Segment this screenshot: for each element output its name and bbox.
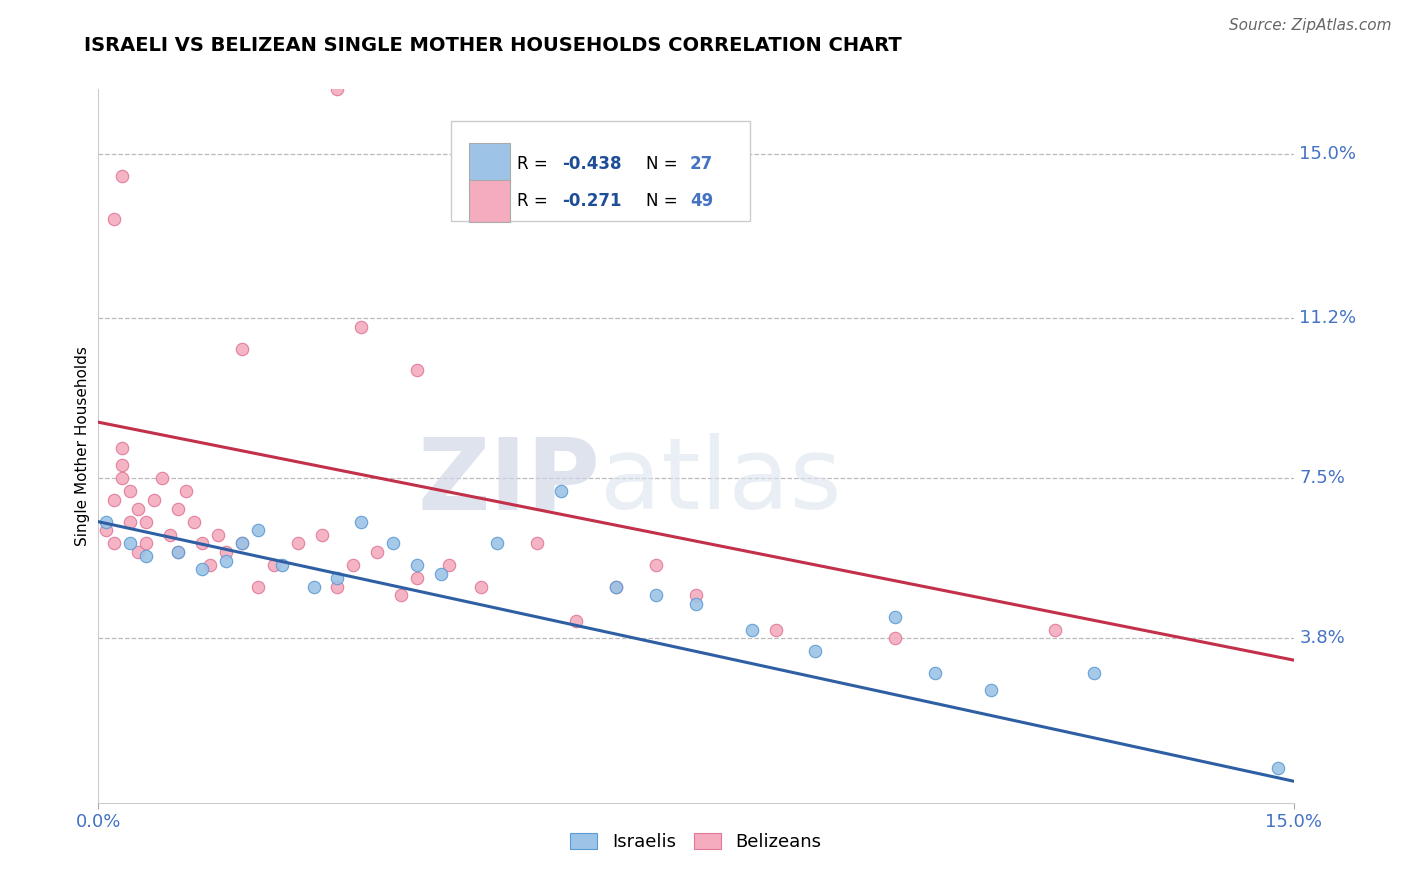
Point [159, 527, 181, 541]
Point [246, 524, 269, 538]
Point [215, 545, 238, 559]
Text: 27: 27 [690, 155, 713, 173]
Point [120, 484, 142, 499]
Point [311, 527, 333, 541]
Point [111, 458, 134, 473]
Point [231, 536, 253, 550]
Point [103, 536, 125, 550]
Text: -0.438: -0.438 [562, 155, 621, 173]
Point [120, 515, 142, 529]
Point [231, 342, 253, 356]
Point [167, 545, 190, 559]
Point [103, 211, 125, 226]
Point [342, 558, 364, 572]
Point [884, 610, 907, 624]
Point [103, 493, 125, 508]
Point [207, 527, 229, 541]
Point [270, 558, 292, 572]
Point [1267, 761, 1289, 775]
Point [263, 558, 285, 572]
FancyBboxPatch shape [470, 143, 509, 185]
Point [884, 632, 907, 646]
Point [191, 562, 214, 576]
Point [685, 597, 707, 611]
Point [135, 536, 157, 550]
Legend: Israelis, Belizeans: Israelis, Belizeans [564, 825, 828, 858]
Text: R =: R = [517, 192, 553, 210]
Point [550, 484, 572, 499]
Point [485, 536, 508, 550]
Point [382, 536, 405, 550]
Point [302, 580, 325, 594]
Text: atlas: atlas [600, 434, 842, 530]
Point [804, 644, 827, 658]
Point [135, 515, 157, 529]
Point [366, 545, 388, 559]
Point [526, 536, 548, 550]
Point [980, 683, 1002, 698]
Point [135, 549, 157, 564]
Point [111, 169, 134, 183]
Point [191, 536, 214, 550]
Text: 11.2%: 11.2% [1299, 310, 1357, 327]
Point [150, 471, 173, 485]
Point [565, 614, 588, 628]
FancyBboxPatch shape [470, 180, 509, 222]
Text: 15.0%: 15.0% [1299, 145, 1357, 163]
Point [183, 515, 205, 529]
Point [143, 493, 166, 508]
Point [685, 588, 707, 602]
Point [350, 515, 373, 529]
Point [287, 536, 309, 550]
Point [406, 571, 429, 585]
FancyBboxPatch shape [451, 121, 749, 221]
Point [605, 580, 627, 594]
Point [167, 545, 190, 559]
Point [326, 571, 349, 585]
Point [470, 580, 492, 594]
Point [127, 501, 149, 516]
Point [215, 553, 238, 567]
Point [406, 558, 429, 572]
Point [1083, 666, 1105, 681]
Text: N =: N = [645, 155, 683, 173]
Text: 49: 49 [690, 192, 713, 210]
Point [741, 623, 763, 637]
Text: -0.271: -0.271 [562, 192, 621, 210]
Point [326, 580, 349, 594]
Point [198, 558, 221, 572]
Point [645, 588, 668, 602]
Point [167, 501, 190, 516]
Point [111, 471, 134, 485]
Point [127, 545, 149, 559]
Point [1043, 623, 1066, 637]
Point [437, 558, 460, 572]
Point [120, 536, 142, 550]
Point [350, 320, 373, 334]
Point [605, 580, 627, 594]
Y-axis label: Single Mother Households: Single Mother Households [75, 346, 90, 546]
Text: ISRAELI VS BELIZEAN SINGLE MOTHER HOUSEHOLDS CORRELATION CHART: ISRAELI VS BELIZEAN SINGLE MOTHER HOUSEH… [84, 36, 903, 54]
Point [326, 82, 349, 96]
Text: Source: ZipAtlas.com: Source: ZipAtlas.com [1229, 18, 1392, 33]
Point [924, 666, 946, 681]
Point [96, 515, 118, 529]
Text: R =: R = [517, 155, 553, 173]
Point [174, 484, 197, 499]
Point [765, 623, 787, 637]
Point [406, 363, 429, 377]
Text: ZIP: ZIP [418, 434, 600, 530]
Text: 7.5%: 7.5% [1299, 469, 1346, 487]
Point [246, 580, 269, 594]
Point [389, 588, 412, 602]
Point [645, 558, 668, 572]
Point [430, 566, 453, 581]
Point [231, 536, 253, 550]
Text: 3.8%: 3.8% [1299, 630, 1346, 648]
Text: N =: N = [645, 192, 683, 210]
Point [96, 524, 118, 538]
Point [111, 441, 134, 455]
